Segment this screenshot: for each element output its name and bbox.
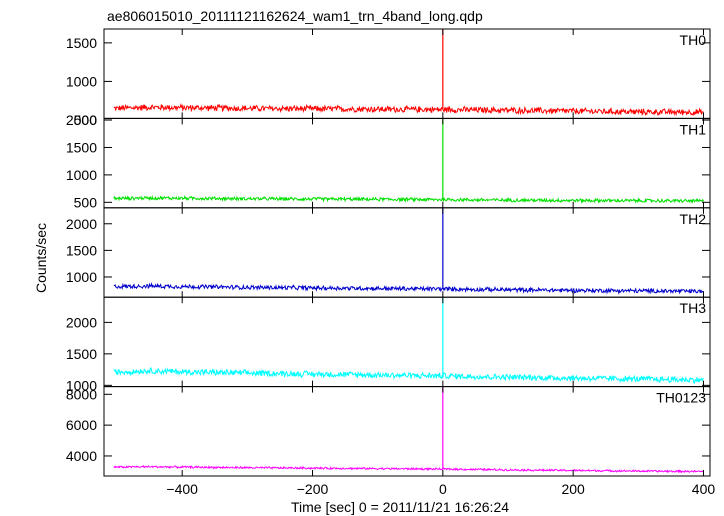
panel-label: TH2 [680, 211, 707, 227]
series-th2 [113, 281, 704, 295]
panel-frame [103, 296, 711, 388]
chart-title: ae806015010_20111121162624_wam1_trn_4ban… [107, 8, 483, 24]
series-th1 [113, 194, 704, 204]
panel-th1: 500 1000 1500 2000 TH1 [66, 112, 711, 210]
x-tick-label: 200 [561, 481, 585, 497]
y-tick-label: 1000 [66, 73, 97, 89]
y-tick-label: 1500 [66, 35, 97, 51]
x-tick-label: −200 [297, 481, 329, 497]
y-tick-label: 500 [74, 194, 98, 210]
y-tick-label: 1500 [66, 242, 97, 258]
panel-frame [103, 386, 711, 477]
x-tick-label: 0 [439, 481, 447, 497]
y-tick-label: 8000 [66, 386, 97, 402]
y-tick-label: 1500 [66, 346, 97, 362]
x-tick-label: 400 [692, 481, 716, 497]
panel-frame [103, 28, 711, 119]
y-tick-label: 2000 [66, 216, 97, 232]
panel-label: TH1 [680, 121, 707, 137]
y-axis-label: Counts/sec [33, 223, 49, 293]
x-tick-label: −400 [166, 481, 198, 497]
panel-th0: 500 1000 1500 TH0 [66, 28, 711, 128]
panel-label: TH3 [680, 300, 707, 316]
series-th0 [113, 102, 704, 117]
panel-label: TH0 [680, 32, 707, 48]
y-tick-label: 1000 [66, 377, 97, 393]
y-tick-label: 500 [74, 112, 98, 128]
panel-th0123: 4000 6000 8000 TH0123 [66, 386, 711, 477]
panel-frame [103, 207, 711, 298]
panel-frame [103, 117, 711, 209]
series-th0123 [113, 464, 704, 474]
y-tick-label: 2000 [66, 112, 97, 128]
panel-th3: 1000 1500 2000 TH3 [66, 296, 711, 393]
y-tick-label: 6000 [66, 417, 97, 433]
y-tick-label: 4000 [66, 448, 97, 464]
y-tick-label: 1000 [66, 167, 97, 183]
y-tick-label: 1500 [66, 139, 97, 155]
series-th3 [113, 366, 704, 384]
y-tick-label: 2000 [66, 314, 97, 330]
panel-th2: 1000 1500 2000 TH2 [66, 207, 711, 298]
x-axis-label: Time [sec] 0 = 2011/11/21 16:26:24 [291, 499, 509, 515]
panel-label: TH0123 [656, 390, 706, 406]
y-tick-label: 1000 [66, 269, 97, 285]
